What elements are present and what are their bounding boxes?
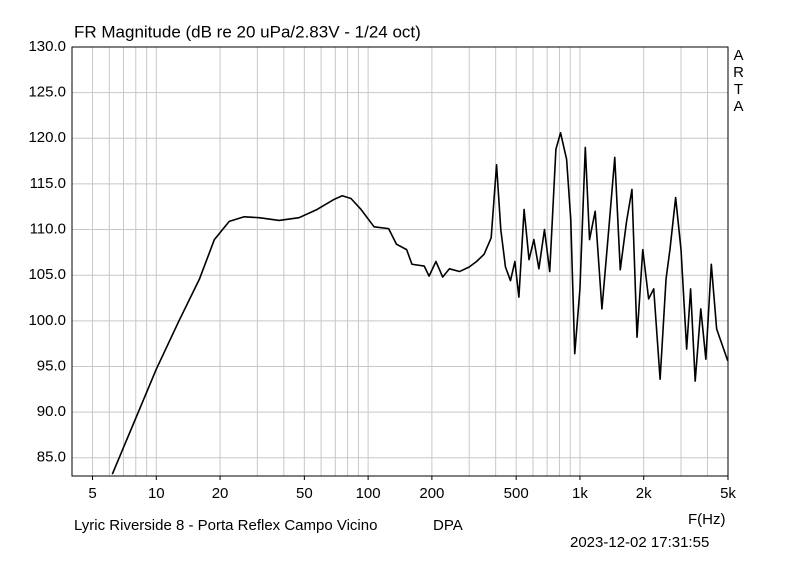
x-tick-label: 200	[419, 485, 444, 502]
y-tick-label: 115.0	[30, 175, 66, 192]
grid	[71, 46, 729, 476]
response-line	[111, 132, 728, 475]
footer-left: Lyric Riverside 8 - Porta Reflex Campo V…	[74, 517, 377, 534]
y-tick-label: 130.0	[28, 38, 66, 55]
y-tick-label: 95.0	[37, 357, 66, 374]
y-tick-label: 100.0	[28, 312, 66, 329]
x-tick-label: 50	[296, 485, 313, 502]
x-tick-label: 500	[504, 485, 529, 502]
plot-frame	[71, 46, 729, 477]
x-tick-label: 5	[88, 485, 96, 502]
chart-title: FR Magnitude (dB re 20 uPa/2.83V - 1/24 …	[74, 22, 421, 41]
side-label: ARTA	[730, 47, 747, 115]
y-tick-label: 120.0	[28, 129, 66, 146]
y-tick-label: 110.0	[30, 221, 66, 238]
footer-mid: DPA	[433, 517, 463, 534]
x-tick-label: 20	[212, 485, 229, 502]
y-tick-label: 85.0	[37, 449, 66, 466]
y-tick-label: 90.0	[37, 403, 66, 420]
x-tick-label: 100	[356, 485, 381, 502]
timestamp: 2023-12-02 17:31:55	[570, 534, 709, 551]
x-tick-label: 1k	[572, 485, 588, 502]
x-axis-label: F(Hz)	[688, 511, 726, 528]
y-tick-label: 125.0	[28, 84, 66, 101]
x-tick-label: 10	[148, 485, 165, 502]
x-tick-label: 2k	[636, 485, 652, 502]
x-tick-label: 5k	[720, 485, 736, 502]
y-tick-label: 105.0	[28, 266, 66, 283]
